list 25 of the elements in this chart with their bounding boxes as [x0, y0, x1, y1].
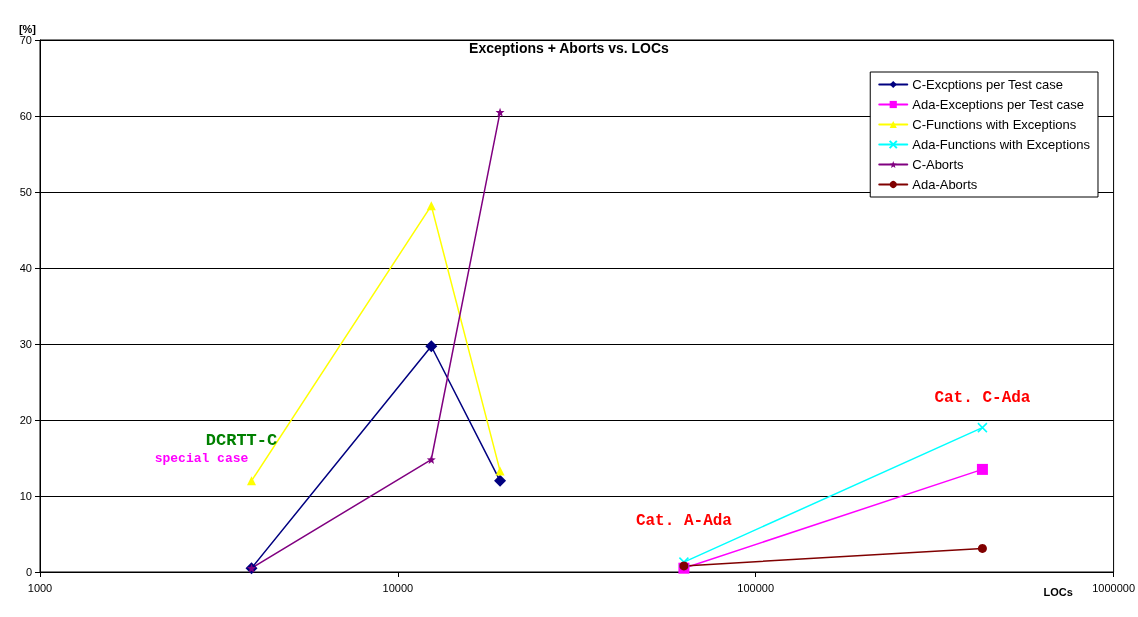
y-tick-label: 70 [19, 34, 32, 46]
x-tick-label: 1000 [27, 581, 53, 594]
annotation: DCRTT-C [205, 431, 278, 451]
legend-label: Ada-Exceptions per Test case [912, 97, 1084, 112]
y-tick-label: 30 [19, 338, 32, 350]
legend-label: Ada-Functions with Exceptions [912, 137, 1091, 152]
chart-title: Exceptions + Aborts vs. LOCs [469, 40, 670, 56]
legend-label: C-Excptions per Test case [912, 77, 1064, 92]
legend-label: C-Aborts [912, 157, 965, 172]
x-tick-label: 10000 [382, 581, 414, 594]
y-tick-label: 0 [25, 566, 32, 578]
x-tick-label: 1000000 [1092, 581, 1135, 594]
y-tick-label: 10 [19, 490, 32, 502]
annotation: Cat. C-Ada [934, 388, 1031, 407]
annotation: special case [154, 451, 249, 467]
legend-label: Ada-Aborts [912, 177, 978, 192]
y-tick-label: 50 [19, 186, 32, 198]
annotation: Cat. A-Ada [635, 511, 733, 530]
y-tick-label: 60 [19, 110, 32, 122]
x-axis-title: LOCs [1043, 585, 1073, 598]
y-tick-label: 20 [19, 414, 32, 426]
y-tick-label: 40 [19, 262, 32, 274]
legend-label: C-Functions with Exceptions [912, 117, 1077, 132]
y-axis-title: [%] [18, 23, 37, 36]
x-tick-label: 100000 [737, 581, 775, 594]
